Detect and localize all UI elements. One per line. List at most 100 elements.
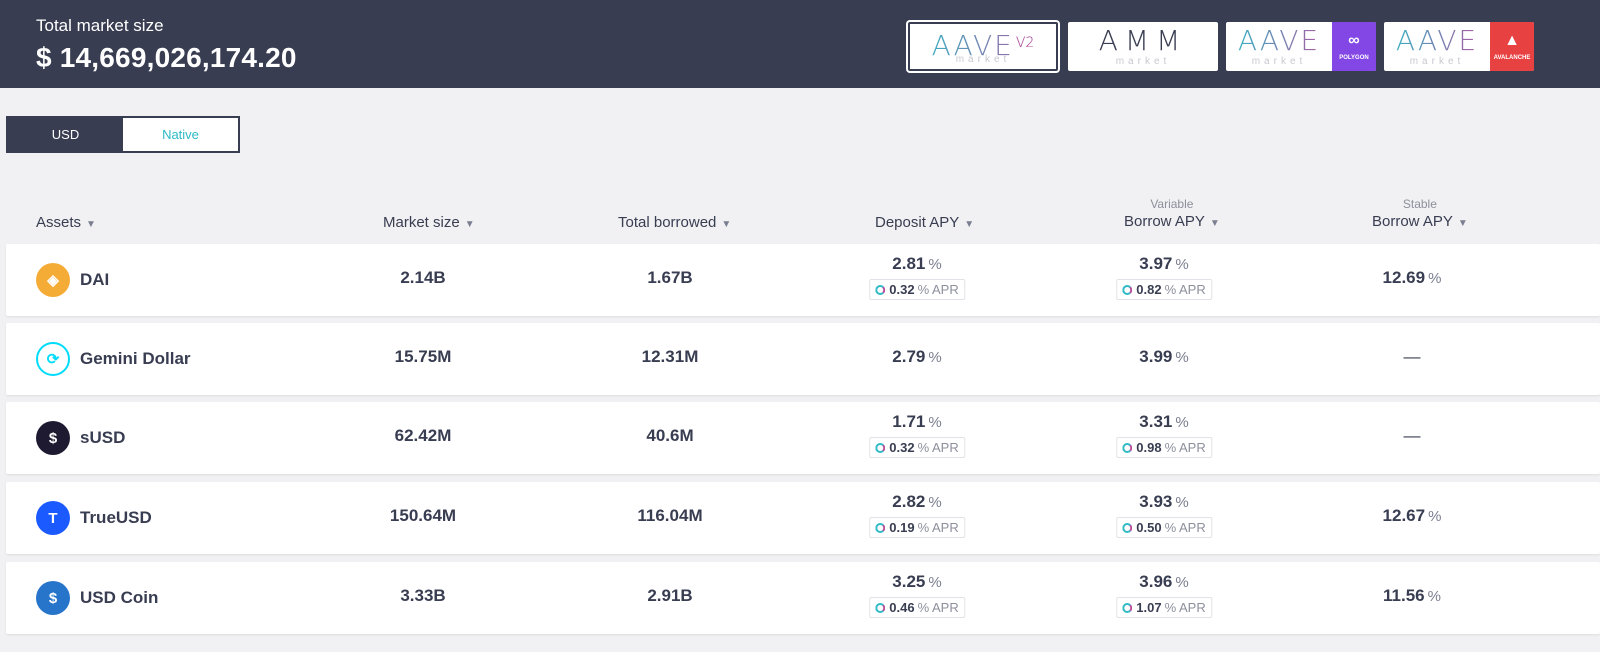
- stable-borrow-apy-cell: 12.67%: [1383, 506, 1442, 526]
- apr-value: 0.46: [889, 600, 915, 615]
- stable-borrow-apy-cell: —: [1404, 426, 1421, 446]
- incentive-apr-badge[interactable]: 0.46% APR: [869, 597, 965, 618]
- sort-triangle-icon: ▼: [1209, 218, 1220, 229]
- incentive-apr-badge[interactable]: 1.07% APR: [1116, 597, 1212, 618]
- deposit-apy-cell: 3.25% 0.46% APR: [869, 572, 965, 618]
- aave-logo: AAVE V2: [910, 28, 1056, 61]
- incentive-apr-badge[interactable]: 0.32% APR: [869, 279, 965, 300]
- apr-label: % APR: [917, 282, 959, 297]
- stable-borrow-apy-cell: —: [1404, 347, 1421, 367]
- reward-token-icon: [1122, 285, 1133, 295]
- usd-toggle-option[interactable]: USD: [8, 118, 123, 151]
- market-sub-label: market: [955, 54, 1011, 65]
- deposit-apy-cell-number: 2.79: [892, 347, 926, 366]
- table-row[interactable]: ⟳ Gemini Dollar 15.75M 12.31M 2.79% 3.99% —: [6, 323, 1600, 395]
- dai-icon: ◈: [36, 263, 70, 297]
- header-total-borrowed[interactable]: Total borrowed ▼: [618, 214, 732, 231]
- table-row[interactable]: T TrueUSD 150.64M 116.04M 2.82% 0.19% APR 3.93…: [6, 482, 1600, 554]
- sort-triangle-icon: ▼: [1457, 218, 1468, 229]
- gemini-dollar-icon: ⟳: [36, 342, 70, 376]
- percent-sign: %: [1175, 349, 1189, 366]
- header-stable-borrow-apy[interactable]: Stable Borrow APY ▼: [1372, 197, 1468, 230]
- apr-value: 0.50: [1136, 520, 1162, 535]
- percent-sign: %: [1428, 270, 1442, 287]
- asset-name: sUSD: [80, 428, 126, 447]
- market-size-value: 3.33B: [400, 586, 446, 605]
- deposit-apy-cell: 2.82% 0.19% APR: [869, 492, 965, 538]
- total-borrowed-value: 12.31M: [641, 347, 699, 366]
- total-market-size-value: $ 14,669,026,174.20: [36, 42, 297, 73]
- market-sub-label: market: [1409, 56, 1465, 67]
- apr-label: % APR: [1164, 520, 1206, 535]
- header-assets[interactable]: Assets ▼: [36, 214, 96, 231]
- incentive-apr-badge[interactable]: 0.32% APR: [869, 437, 965, 458]
- stable-borrow-apy-cell: 12.69%: [1383, 268, 1442, 288]
- deposit-apy-cell: 2.81% 0.32% APR: [869, 254, 965, 300]
- table-row[interactable]: $ USD Coin 3.33B 2.91B 3.25% 0.46% APR 3.96% 1.…: [6, 562, 1600, 634]
- native-toggle-option[interactable]: Native: [123, 118, 238, 151]
- percent-sign: %: [1175, 494, 1189, 511]
- header-variable-borrow-apy[interactable]: Variable Borrow APY ▼: [1124, 197, 1220, 230]
- variable-borrow-apy-cell-number: 3.96: [1139, 572, 1173, 591]
- table-row[interactable]: $ sUSD 62.42M 40.6M 1.71% 0.32% APR 3.31% 0.98%…: [6, 402, 1600, 474]
- stable-borrow-apy-cell-number: 11.56: [1383, 586, 1425, 605]
- asset-name: TrueUSD: [80, 508, 152, 527]
- percent-sign: %: [1175, 256, 1189, 273]
- deposit-apy-cell-number: 1.71: [892, 412, 926, 431]
- percent-sign: %: [1175, 574, 1189, 591]
- trueusd-icon: T: [36, 501, 70, 535]
- apr-label: % APR: [1164, 440, 1206, 455]
- asset-name: DAI: [80, 270, 110, 289]
- reward-token-icon: [1122, 603, 1133, 613]
- apr-label: % APR: [917, 520, 959, 535]
- stable-borrow-apy-cell-number: 12.69: [1382, 268, 1426, 287]
- asset-name: USD Coin: [80, 588, 159, 607]
- apr-label: % APR: [917, 440, 959, 455]
- asset-name: Gemini Dollar: [80, 349, 191, 368]
- market-aave-v2-button[interactable]: AAVE V2 market: [908, 22, 1058, 71]
- variable-borrow-apy-cell-number: 3.31: [1139, 412, 1173, 431]
- incentive-apr-badge[interactable]: 0.98% APR: [1116, 437, 1212, 458]
- percent-sign: %: [1428, 508, 1442, 525]
- variable-borrow-apy-cell-number: 3.97: [1139, 254, 1173, 273]
- stable-borrow-apy-cell: 11.56%: [1383, 586, 1441, 606]
- polygon-icon: ∞: [1348, 31, 1360, 49]
- market-size-value: 62.42M: [394, 426, 452, 445]
- stable-borrow-apy-cell-number: —: [1403, 426, 1421, 445]
- avalanche-badge: ▲ AVALANCHE: [1490, 22, 1534, 71]
- header-deposit-apy[interactable]: Deposit APY ▼: [875, 214, 975, 231]
- apr-label: % APR: [917, 600, 959, 615]
- apr-value: 0.32: [889, 440, 915, 455]
- table-row[interactable]: ◈ DAI 2.14B 1.67B 2.81% 0.32% APR 3.97% 0.82% A…: [6, 244, 1600, 316]
- apr-value: 0.82: [1136, 282, 1162, 297]
- market-amm-button[interactable]: AMM market: [1068, 22, 1218, 71]
- percent-sign: %: [1175, 414, 1189, 431]
- deposit-apy-cell-number: 3.25: [892, 572, 926, 591]
- header-market-size[interactable]: Market size ▼: [383, 214, 475, 231]
- incentive-apr-badge[interactable]: 0.82% APR: [1116, 279, 1212, 300]
- sort-triangle-icon: ▼: [86, 219, 96, 230]
- aave-logo: AAVE: [1384, 26, 1490, 56]
- total-borrowed-value: 116.04M: [637, 506, 703, 525]
- market-size-value: 2.14B: [400, 268, 446, 287]
- market-avalanche-button[interactable]: AAVE market ▲ AVALANCHE: [1384, 22, 1534, 71]
- market-polygon-button[interactable]: AAVE market ∞ POLYGON: [1226, 22, 1376, 71]
- currency-toggle: USD Native: [6, 116, 240, 153]
- reward-token-icon: [875, 285, 886, 295]
- percent-sign: %: [928, 574, 942, 591]
- incentive-apr-badge[interactable]: 0.19% APR: [869, 517, 965, 538]
- variable-borrow-apy-cell: 3.31% 0.98% APR: [1116, 412, 1212, 458]
- variable-borrow-apy-cell-number: 3.99: [1139, 347, 1173, 366]
- apr-value: 0.32: [889, 282, 915, 297]
- market-sub-label: market: [1251, 56, 1307, 67]
- percent-sign: %: [928, 349, 942, 366]
- variable-borrow-apy-cell: 3.99%: [1139, 347, 1188, 367]
- amm-logo: AMM: [1098, 24, 1188, 57]
- sort-triangle-icon: ▼: [464, 219, 475, 230]
- total-borrowed-value: 40.6M: [646, 426, 694, 445]
- incentive-apr-badge[interactable]: 0.50% APR: [1116, 517, 1212, 538]
- deposit-apy-cell: 1.71% 0.32% APR: [869, 412, 965, 458]
- apr-value: 0.19: [889, 520, 915, 535]
- aave-logo: AAVE: [1226, 26, 1332, 56]
- total-borrowed-value: 2.91B: [647, 586, 693, 605]
